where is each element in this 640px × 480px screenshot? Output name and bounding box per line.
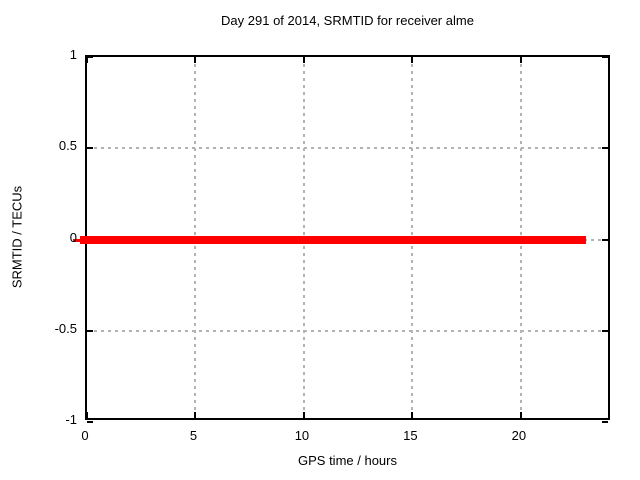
- x-tick-label: 0: [81, 428, 89, 443]
- x-tick-label: 15: [403, 428, 418, 443]
- x-tick-label: 5: [189, 428, 198, 443]
- x-tick-label: 10: [294, 428, 310, 443]
- y-tick-label: -0.5: [54, 320, 77, 336]
- x-tick-mark: [194, 57, 197, 63]
- x-tick-label: 20: [511, 428, 527, 443]
- chart-title: Day 291 of 2014, SRMTID for receiver alm…: [221, 13, 474, 28]
- y-tick-mark: [602, 56, 608, 58]
- x-tick-mark: [519, 57, 522, 63]
- y-tick-label: 0: [69, 229, 77, 245]
- x-tick-mark: [194, 412, 197, 418]
- x-tick-mark: [86, 57, 88, 63]
- x-tick-mark: [302, 412, 305, 418]
- y-tick-mark: [87, 421, 93, 423]
- y-tick-mark: [602, 329, 608, 332]
- y-tick-mark: [87, 56, 93, 58]
- y-tick-label: -1: [65, 412, 77, 427]
- x-tick-mark: [86, 412, 88, 418]
- series-line-left-cap: [73, 238, 80, 242]
- horizontal-gridline: [87, 329, 608, 332]
- series-line-srmtid: [80, 235, 586, 244]
- y-tick-mark: [602, 238, 608, 241]
- horizontal-gridline: [87, 147, 608, 150]
- y-tick-label: 0.5: [58, 138, 77, 154]
- x-tick-mark: [411, 57, 414, 63]
- y-tick-mark: [87, 147, 93, 150]
- x-tick-mark: [411, 412, 414, 418]
- y-tick-mark: [87, 329, 93, 332]
- plot-area: [73, 55, 610, 423]
- y-tick-label: 1: [69, 47, 77, 62]
- y-tick-mark: [602, 147, 608, 150]
- x-axis-label: GPS time / hours: [298, 453, 397, 468]
- x-tick-mark: [519, 412, 522, 418]
- x-tick-mark: [302, 57, 305, 63]
- y-tick-mark: [602, 421, 608, 423]
